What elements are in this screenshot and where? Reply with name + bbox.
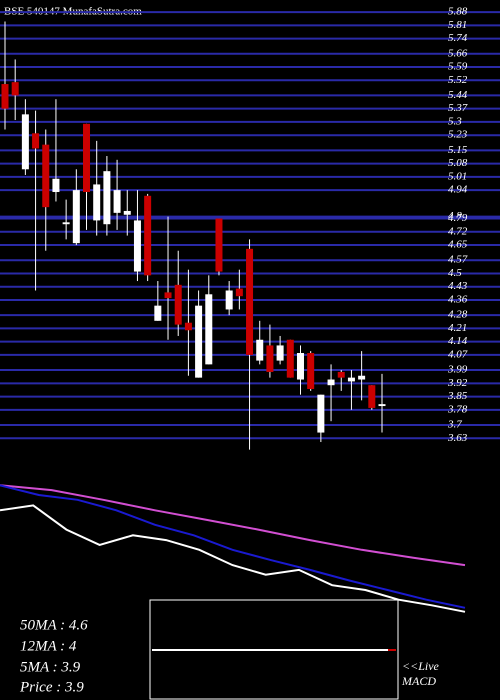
y-tick-label: 4.28 [448,309,468,321]
candle-body [337,371,345,378]
y-tick-label: 3.63 [447,432,468,444]
price-label: Price : 3.9 [19,679,84,695]
y-tick-label: 5.3 [448,115,462,127]
candle-body [21,114,29,170]
candle-body [378,404,386,407]
y-tick-label: 5.01 [448,170,467,182]
y-tick-label: 5.08 [448,157,468,169]
ma-line [0,504,466,613]
legend-entry: 50MA : 4.6 [20,617,88,633]
y-tick-label: 4.57 [448,254,468,266]
y-tick-label: 4.14 [448,335,468,347]
y-tick-label: 4.07 [448,348,468,360]
candle-body [256,339,264,361]
candle-body [133,220,141,272]
candle-body [32,133,40,149]
y-tick-label: 5.23 [448,129,468,141]
y-tick-label: 4.5 [448,267,462,279]
candle-body [307,353,315,389]
candle-body [52,178,60,193]
candle-body [225,290,233,310]
y-tick-label: 4.79 [448,212,468,224]
y-tick-label: 3.78 [447,403,468,415]
candle-body [276,345,284,361]
candle-body [317,394,325,433]
y-tick-label: 5.52 [448,74,468,86]
candle-body [11,82,19,96]
y-tick-label: 3.99 [447,364,468,376]
y-tick-label: 5.37 [448,102,468,114]
candle-body [123,210,131,215]
ma-line [0,484,466,567]
candle-body [205,294,213,365]
candle-body [358,375,366,380]
candle-body [215,218,223,272]
candle-body [93,184,101,221]
y-tick-label: 3.85 [447,390,468,402]
candle-body [327,379,335,386]
candle-body [368,385,376,408]
y-tick-label: 4.36 [448,294,468,306]
y-tick-label: 5.66 [448,47,468,59]
live-label: <<Live [402,659,440,673]
legend-entry: 12MA : 4 [20,638,77,654]
y-tick-label: 3.92 [447,377,468,389]
y-tick-label: 5.44 [448,89,468,101]
candle-body [103,171,111,225]
candle-body [266,345,274,372]
y-tick-label: 5.15 [448,144,468,156]
macd-label: MACD [401,674,436,688]
y-tick-label: 5.88 [448,6,468,18]
macd-box [149,599,399,700]
ma-line [0,484,466,609]
candle-body [1,84,9,109]
candle-body [286,339,294,378]
candle-body [154,305,162,321]
candle-body [195,305,203,378]
y-tick-label: 5.74 [448,32,468,44]
candle-body [62,222,70,225]
candle-body [83,123,91,193]
candle-body [42,144,50,208]
y-tick-label: 4.65 [448,239,468,251]
y-tick-label: 4.72 [448,225,468,237]
candle-body [235,288,243,297]
y-tick-label: 4.43 [448,280,468,292]
y-tick-label: 5.81 [448,19,467,31]
y-tick-label: 4.94 [448,184,468,196]
candle-body [72,190,80,244]
candle-body [347,377,355,382]
candle-body [164,292,172,299]
legend-entry: 5MA : 3.9 [20,659,81,675]
y-tick-label: 4.21 [448,322,467,334]
candle-body [246,248,254,355]
y-tick-label: 5.59 [448,61,468,73]
candle-body [113,190,121,213]
candle-body [296,353,304,380]
candle-body [174,284,182,325]
y-tick-label: 3.7 [447,419,462,431]
candle-body [184,322,192,331]
candle-body [144,195,152,276]
